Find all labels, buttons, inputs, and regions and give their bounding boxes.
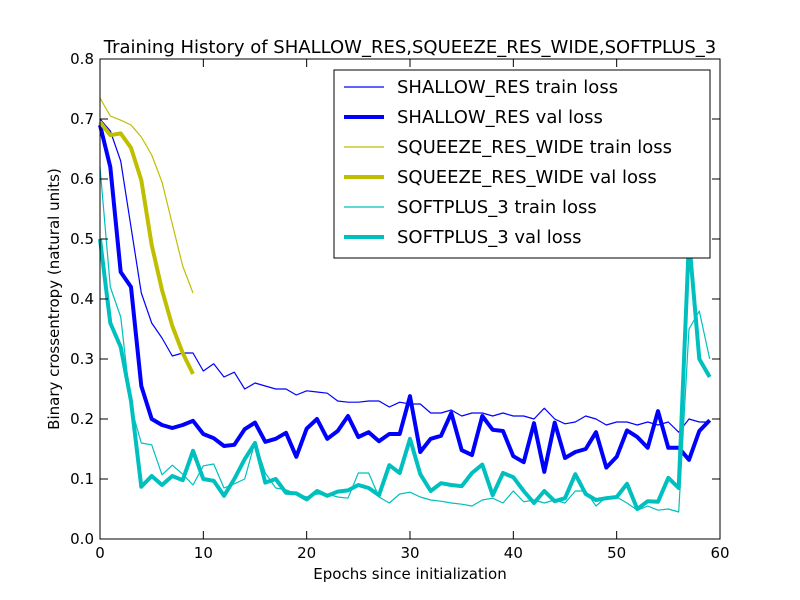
y-tick-label: 0.8 [70, 50, 94, 68]
legend-label-squeeze-res-wide-val-loss: SQUEEZE_RES_WIDE val loss [397, 167, 657, 188]
legend-label-shallow-res-val-loss: SHALLOW_RES val loss [397, 107, 603, 128]
series-line-squeeze-res-wide-val-loss [98, 120, 195, 375]
legend-label-shallow-res-train-loss: SHALLOW_RES train loss [397, 77, 618, 98]
legend: SHALLOW_RES train loss SHALLOW_RES val lo… [333, 69, 711, 259]
legend-label-softplus-3-val-loss: SOFTPLUS_3 val loss [397, 227, 582, 248]
x-tick-label: 40 [504, 544, 523, 562]
legend-box [333, 69, 711, 259]
series-line-softplus-3-val-loss [98, 237, 712, 511]
x-tick-label: 30 [400, 544, 419, 562]
y-tick-label: 0.7 [70, 110, 94, 128]
x-tick-label: 60 [710, 544, 729, 562]
x-axis-label: Epochs since initialization [313, 565, 506, 583]
chart-title: Training History of SHALLOW_RES,SQUEEZE_… [103, 37, 717, 58]
series-group [98, 97, 712, 513]
series-line-shallow-res-val-loss [98, 124, 712, 474]
y-tick-label: 0.2 [70, 410, 94, 428]
series-line-shallow-res-train-loss [99, 118, 710, 433]
ticks-group: 0 10 20 30 40 50 60 0.0 0.1 0.2 0.3 0.4 0.5 0.6 0.7 0.8 [70, 50, 729, 562]
series-line-squeeze-res-wide-train-loss [99, 97, 194, 294]
y-axis-label: Binary crossentropy (natural units) [45, 168, 63, 430]
y-tick-label: 0.4 [70, 290, 94, 308]
x-tick-label: 50 [607, 544, 626, 562]
x-tick-label: 0 [95, 544, 105, 562]
y-tick-label: 0.0 [70, 530, 94, 548]
y-tick-label: 0.6 [70, 170, 94, 188]
y-tick-label: 0.1 [70, 470, 94, 488]
y-tick-label: 0.5 [70, 230, 94, 248]
y-tick-label: 0.3 [70, 350, 94, 368]
x-tick-label: 20 [297, 544, 316, 562]
legend-label-squeeze-res-wide-train-loss: SQUEEZE_RES_WIDE train loss [397, 137, 672, 158]
legend-label-softplus-3-train-loss: SOFTPLUS_3 train loss [397, 197, 597, 218]
x-tick-label: 10 [194, 544, 213, 562]
